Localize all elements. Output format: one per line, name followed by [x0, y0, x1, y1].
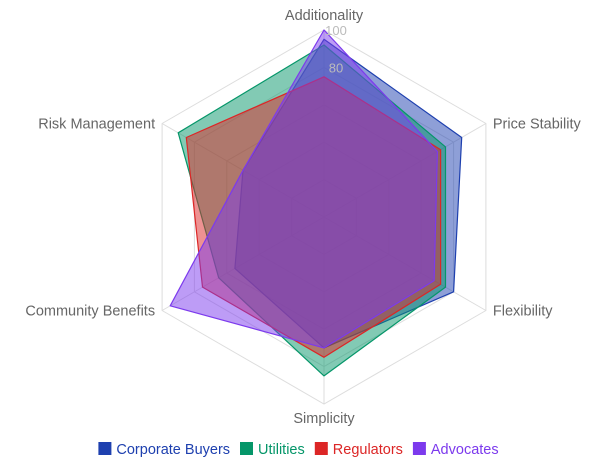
- legend-item-regulators[interactable]: Regulators: [314, 442, 403, 458]
- legend-swatch: [98, 442, 112, 455]
- legend-label: Advocates: [431, 442, 499, 458]
- axis-label-simplicity: Simplicity: [293, 411, 355, 427]
- legend-label: Regulators: [333, 442, 403, 458]
- axis-label-additionality: Additionality: [285, 8, 364, 24]
- legend-swatch: [412, 442, 426, 455]
- axis-label-price-stability: Price Stability: [493, 117, 582, 133]
- axis-label-flexibility: Flexibility: [493, 304, 553, 320]
- legend-label: Corporate Buyers: [116, 442, 230, 458]
- legend-swatch: [240, 442, 253, 455]
- tick-label: 80: [329, 60, 343, 75]
- radial-ticks: 80 100: [325, 23, 347, 75]
- legend-item-utilities[interactable]: Utilities: [240, 442, 305, 458]
- axis-labels: Additionality Price Stability Flexibility S…: [25, 8, 581, 427]
- series-area-advocates[interactable]: [169, 29, 438, 349]
- tick-label: 100: [325, 23, 347, 38]
- legend[interactable]: Corporate Buyers Utilities Regulators Advoc…: [98, 442, 499, 458]
- axis-label-risk-management: Risk Management: [38, 117, 155, 133]
- legend-swatch: [314, 442, 328, 455]
- axis-label-community-benefits: Community Benefits: [25, 304, 155, 320]
- legend-item-corporate-buyers[interactable]: Corporate Buyers: [98, 442, 230, 458]
- legend-item-advocates[interactable]: Advocates: [412, 442, 499, 458]
- radar-series: [169, 29, 463, 377]
- legend-label: Utilities: [258, 442, 305, 458]
